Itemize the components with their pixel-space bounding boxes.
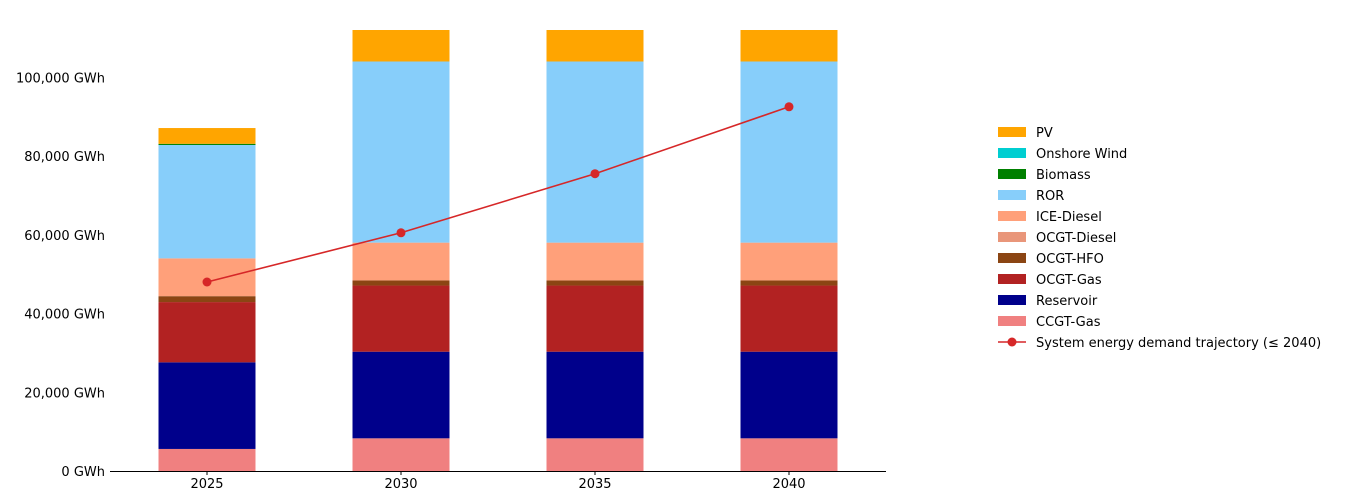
legend-item-ocgt-gas: OCGT-Gas	[998, 273, 1102, 288]
bar-segment-ocgt-hfo	[740, 280, 838, 286]
legend-swatch	[998, 148, 1026, 158]
bar-segment-ocgt-hfo	[158, 296, 256, 303]
bar-segment-ccgt-gas	[352, 438, 450, 471]
bar-segment-reservoir	[740, 351, 838, 439]
legend-label: Onshore Wind	[1036, 147, 1127, 162]
legend-swatch	[998, 232, 1026, 242]
bar-segment-ocgt-gas	[546, 285, 644, 352]
legend-item-ccgt-gas: CCGT-Gas	[998, 315, 1101, 330]
bar-segment-ror	[352, 61, 450, 243]
x-axis: 2025 2030 2035 2040	[190, 471, 806, 492]
demand-point	[590, 169, 600, 179]
y-tick-label: 80,000 GWh	[24, 150, 105, 165]
legend-item-biomass: Biomass	[998, 168, 1091, 183]
y-tick-label: 100,000 GWh	[16, 71, 105, 86]
demand-point	[202, 277, 212, 287]
y-tick-label: 40,000 GWh	[24, 308, 105, 323]
legend-item-ocgt-diesel: OCGT-Diesel	[998, 231, 1116, 246]
x-tick-label: 2035	[578, 477, 611, 492]
demand-line	[206, 106, 790, 283]
bar-segment-ccgt-gas	[158, 448, 256, 471]
bar-segment-ocgt-gas	[158, 302, 256, 363]
legend-label: CCGT-Gas	[1036, 315, 1101, 330]
bar-segment-ccgt-gas	[740, 438, 838, 471]
legend-swatch	[998, 274, 1026, 284]
legend-label: OCGT-Gas	[1036, 273, 1102, 288]
bar-segment-ocgt-gas	[352, 285, 450, 352]
y-tick-label: 60,000 GWh	[24, 229, 105, 244]
legend: PV Onshore Wind Biomass ROR ICE-Diesel OCGT-D…	[998, 126, 1321, 351]
legend-label: ROR	[1036, 189, 1064, 204]
bar-segment-ror	[740, 61, 838, 243]
x-tick-label: 2040	[772, 477, 805, 492]
legend-item-ocgt-hfo: OCGT-HFO	[998, 252, 1104, 267]
legend-item-pv: PV	[998, 126, 1053, 141]
legend-swatch	[998, 295, 1026, 305]
legend-item-reservoir: Reservoir	[998, 294, 1098, 309]
y-tick-label: 20,000 GWh	[24, 386, 105, 401]
legend-label: System energy demand trajectory (≤ 2040)	[1036, 336, 1321, 351]
bar-segment-ice-diesel	[740, 242, 838, 281]
legend-label: PV	[1036, 126, 1053, 141]
demand-point	[396, 228, 406, 238]
demand-point	[784, 102, 794, 112]
y-axis: 0 GWh 20,000 GWh 40,000 GWh 60,000 GWh 80,00…	[16, 71, 105, 480]
bar-segment-reservoir	[546, 351, 644, 439]
bar-segment-ror	[158, 144, 256, 259]
bar-segment-reservoir	[352, 351, 450, 439]
bar-segment-reservoir	[158, 362, 256, 449]
bar-segment-pv	[158, 128, 256, 144]
legend-item-system-energy-demand-trajectory-2040: System energy demand trajectory (≤ 2040)	[998, 336, 1321, 351]
legend-label: OCGT-HFO	[1036, 252, 1104, 267]
demand-line-series	[202, 102, 794, 287]
legend-label: OCGT-Diesel	[1036, 231, 1116, 246]
x-tick-label: 2025	[190, 477, 223, 492]
legend-swatch	[998, 169, 1026, 179]
bar-segment-ice-diesel	[352, 242, 450, 281]
legend-label: ICE-Diesel	[1036, 210, 1102, 225]
legend-item-ice-diesel: ICE-Diesel	[998, 210, 1102, 225]
legend-label: Biomass	[1036, 168, 1091, 183]
x-tick-label: 2030	[384, 477, 417, 492]
bar-segment-ice-diesel	[546, 242, 644, 281]
bar-segment-pv	[546, 30, 644, 62]
bar-segment-ice-diesel	[158, 258, 256, 297]
legend-swatch	[998, 316, 1026, 326]
bar-segment-ror	[546, 61, 644, 243]
legend-marker	[1007, 337, 1017, 347]
bar-segment-ocgt-gas	[740, 285, 838, 352]
bar-segment-pv	[352, 30, 450, 62]
legend-label: Reservoir	[1036, 294, 1098, 309]
legend-swatch	[998, 127, 1026, 137]
legend-item-ror: ROR	[998, 189, 1064, 204]
y-tick-label: 0 GWh	[61, 465, 105, 480]
bars	[158, 30, 838, 471]
bar-segment-biomass	[158, 143, 256, 145]
legend-swatch	[998, 253, 1026, 263]
legend-swatch	[998, 190, 1026, 200]
legend-swatch	[998, 211, 1026, 221]
bar-segment-ocgt-hfo	[352, 280, 450, 286]
bar-segment-ccgt-gas	[546, 438, 644, 471]
bar-segment-ocgt-hfo	[546, 280, 644, 286]
bar-segment-pv	[740, 30, 838, 62]
legend-item-onshore-wind: Onshore Wind	[998, 147, 1127, 162]
